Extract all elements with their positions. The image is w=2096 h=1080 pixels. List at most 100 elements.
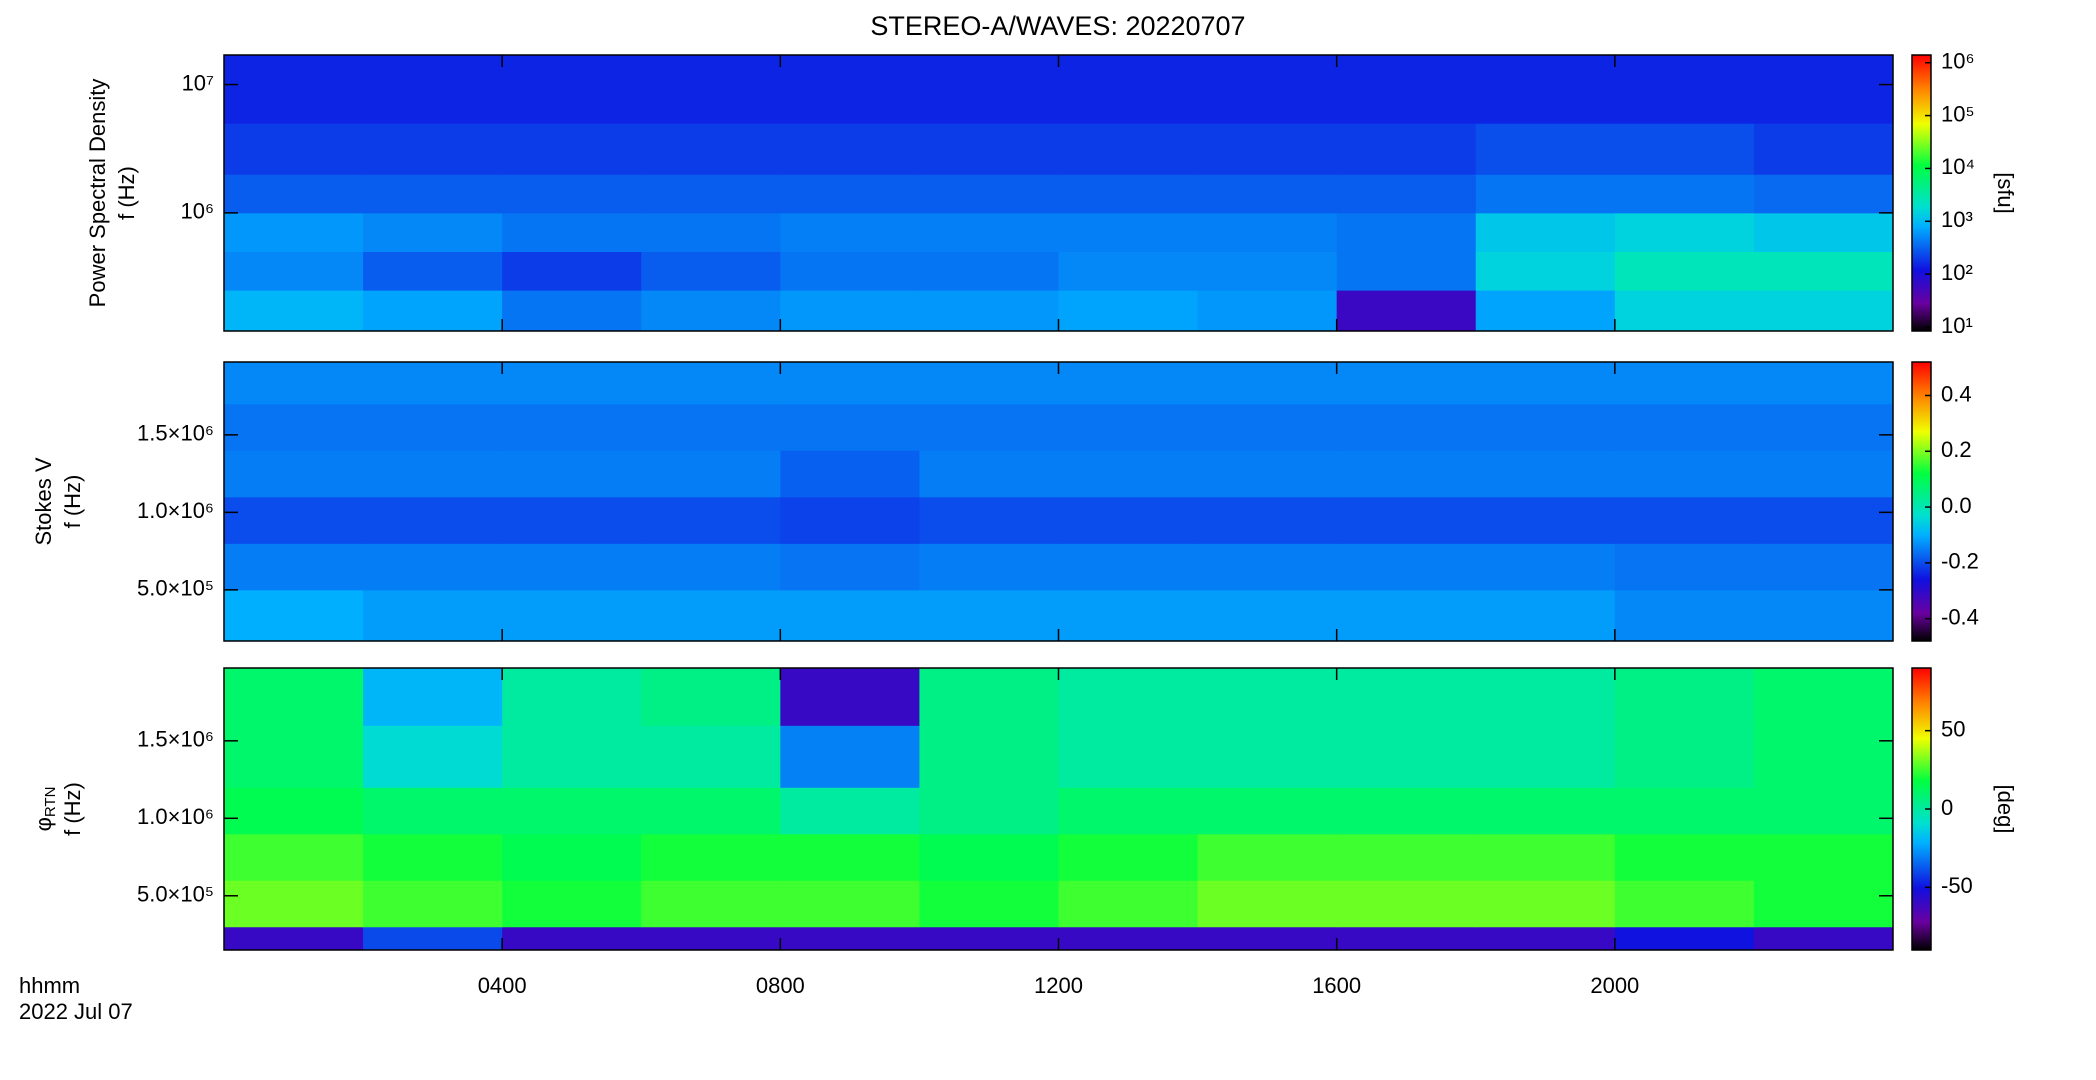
heatmap-cell	[1475, 362, 1616, 405]
heatmap-cell	[363, 55, 503, 124]
heatmap-cell	[919, 212, 1059, 252]
heatmap-cell	[1197, 290, 1338, 332]
heatmap-cell	[1336, 403, 1477, 451]
heatmap-cell	[363, 251, 503, 291]
heatmap-cell	[1197, 450, 1338, 498]
heatmap-cell	[363, 123, 503, 175]
heatmap-cell	[224, 174, 364, 214]
heatmap-cell	[1336, 123, 1477, 175]
colorbar-label: [deg]	[1993, 785, 2018, 834]
heatmap-cell	[1336, 787, 1477, 835]
heatmap-cell	[1336, 362, 1477, 405]
y-axis-label-text: Power Spectral Density	[85, 79, 110, 308]
heatmap-cell	[363, 668, 503, 726]
heatmap-cell	[502, 403, 642, 451]
x-tick-label: 1200	[1034, 973, 1083, 998]
heatmap-cell	[1058, 174, 1199, 214]
heatmap-cell	[1753, 589, 1894, 642]
heatmap-cell	[224, 543, 364, 591]
y-tick-label: 1.5×10⁶	[137, 421, 214, 446]
heatmap-cell	[502, 496, 642, 544]
heatmap-cell	[1753, 787, 1894, 835]
x-tick-label: 0400	[478, 973, 527, 998]
heatmap-cell	[363, 880, 503, 928]
heatmap-cell	[1058, 290, 1199, 332]
heatmap-cell	[1614, 174, 1755, 214]
heatmap-cell	[641, 403, 781, 451]
colorbar-tick-label: 10¹	[1941, 313, 1973, 338]
heatmap-cell	[780, 589, 920, 642]
heatmap-cell	[1475, 251, 1616, 291]
colorbar-tick-label: 10⁵	[1941, 101, 1975, 126]
heatmap-cell	[224, 496, 364, 544]
heatmap-cell	[641, 496, 781, 544]
heatmap-cell	[1475, 450, 1616, 498]
heatmap-cell	[1197, 403, 1338, 451]
colorbar-tick-label: 10³	[1941, 207, 1973, 232]
colorbar-label: [sfu]	[1993, 172, 2018, 214]
heatmap-cell	[224, 668, 364, 726]
heatmap-cell	[224, 212, 364, 252]
heatmap-cell	[919, 123, 1059, 175]
colorbar-tick-label: 10²	[1941, 260, 1973, 285]
heatmap-cell	[502, 290, 642, 332]
x-axis-label: hhmm	[19, 973, 80, 998]
heatmap-cell	[1475, 589, 1616, 642]
heatmap-cell	[1614, 833, 1755, 881]
heatmap-cell	[502, 362, 642, 405]
heatmap-cell	[1614, 589, 1755, 642]
heatmap-cell	[1475, 926, 1616, 951]
heatmap-cell	[780, 725, 920, 788]
heatmap-cell	[780, 403, 920, 451]
heatmap-cell	[502, 251, 642, 291]
heatmap-cell	[1475, 290, 1616, 332]
heatmap-cell	[1197, 543, 1338, 591]
heatmap-cell	[780, 251, 920, 291]
heatmap-cell	[1753, 496, 1894, 544]
heatmap-cell	[224, 123, 364, 175]
heatmap-cell	[780, 880, 920, 928]
heatmap-cell	[1753, 362, 1894, 405]
heatmap-cell	[1753, 174, 1894, 214]
heatmap-cell	[1753, 123, 1894, 175]
heatmap-cell	[1197, 833, 1338, 881]
heatmap-cell	[1058, 880, 1199, 928]
heatmap-cell	[641, 174, 781, 214]
heatmap-cell	[502, 725, 642, 788]
heatmap-cell	[1614, 362, 1755, 405]
y-axis-label: Power Spectral Density	[85, 79, 110, 308]
heatmap-cell	[363, 290, 503, 332]
heatmap-cell	[780, 290, 920, 332]
colorbar-tick-label: -0.4	[1941, 604, 1979, 629]
heatmap-cell	[1058, 450, 1199, 498]
heatmap-cell	[641, 450, 781, 498]
heatmap-cell	[224, 403, 364, 451]
heatmap-cell	[641, 362, 781, 405]
heatmap-cell	[780, 926, 920, 951]
heatmap-cell	[1336, 55, 1477, 124]
heatmap-cell	[1336, 668, 1477, 726]
heatmap-cell	[363, 926, 503, 951]
heatmap-cell	[780, 833, 920, 881]
heatmap-cell	[1336, 174, 1477, 214]
heatmap-cell	[1058, 926, 1199, 951]
heatmap-cell	[1475, 55, 1616, 124]
heatmap-cell	[1197, 496, 1338, 544]
heatmap-cell	[1336, 212, 1477, 252]
heatmap-cell	[1475, 668, 1616, 726]
heatmap-cell	[780, 787, 920, 835]
heatmap-cell	[502, 833, 642, 881]
heatmap-cell	[1753, 403, 1894, 451]
heatmap-cell	[1475, 496, 1616, 544]
heatmap-cell	[641, 725, 781, 788]
heatmap-cell	[363, 403, 503, 451]
heatmap-cell	[919, 362, 1059, 405]
y-axis-unit: f (Hz)	[60, 475, 85, 529]
heatmap-cell	[1058, 787, 1199, 835]
heatmap-cell	[224, 589, 364, 642]
heatmap-cell	[363, 589, 503, 642]
y-tick-label: 1.0×10⁶	[137, 804, 214, 829]
heatmap-cell	[502, 543, 642, 591]
heatmap-cell	[780, 362, 920, 405]
heatmap-cell	[641, 833, 781, 881]
